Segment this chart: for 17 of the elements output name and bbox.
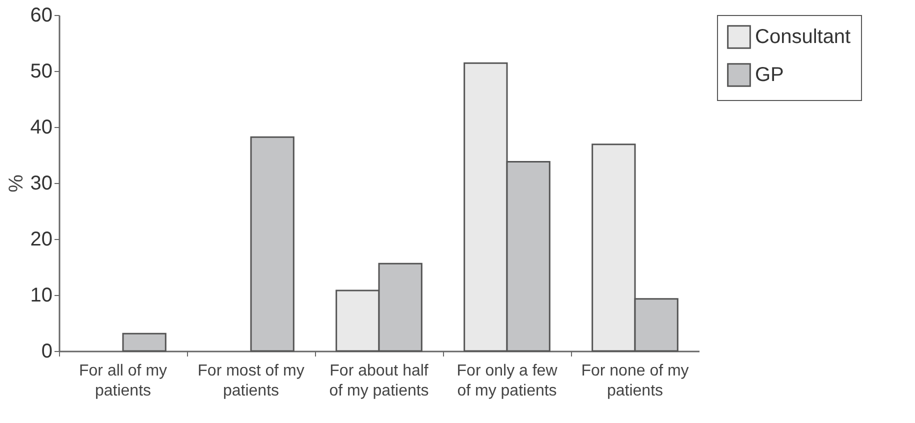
x-tick-label: For only a few of my patients [456, 362, 558, 400]
bar [250, 136, 294, 352]
y-tick-label: 40 [30, 116, 52, 138]
bar [122, 332, 166, 352]
y-tick-label: 20 [30, 228, 52, 250]
x-tick-label: For about half of my patients [329, 362, 429, 400]
y-axis-title: % [5, 174, 28, 192]
y-tick-label: 10 [30, 284, 52, 306]
x-tick-label: For most of my patients [198, 362, 304, 400]
x-tick-label: For none of my patients [581, 362, 689, 400]
y-tick-label: 0 [41, 340, 52, 362]
y-tick-label: 30 [30, 172, 52, 194]
legend-label: Consultant [755, 26, 852, 48]
y-tick-label: 60 [30, 4, 52, 26]
legend-label: GP [755, 64, 784, 86]
y-tick-label: 50 [30, 60, 52, 82]
x-tick-label: For all of my patients [78, 362, 168, 400]
